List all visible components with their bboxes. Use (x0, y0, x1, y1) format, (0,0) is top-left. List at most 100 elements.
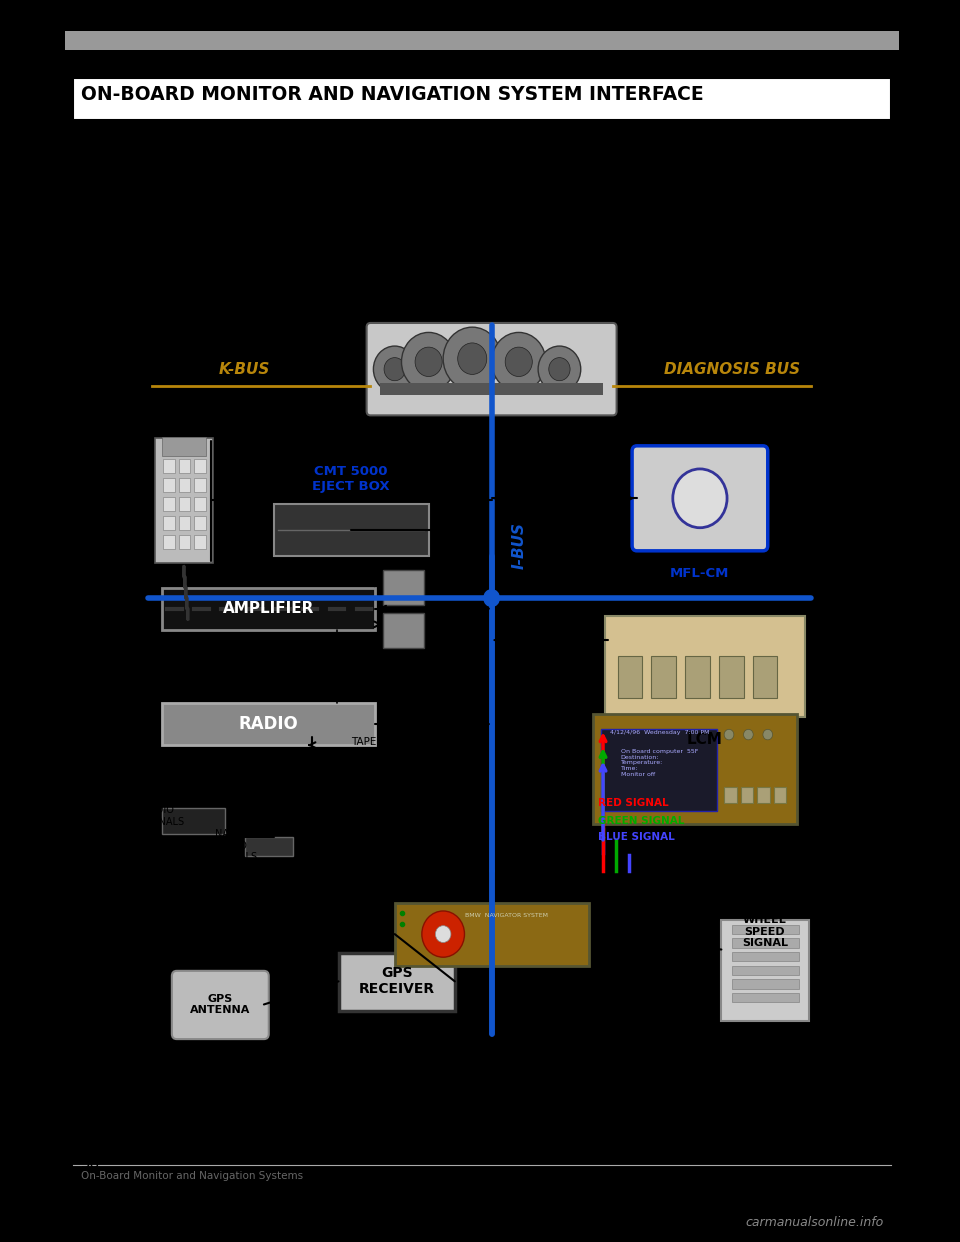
Bar (617, 656, 642, 698)
Text: I-BUS: I-BUS (512, 522, 526, 569)
Bar (724, 787, 736, 802)
Text: RADIO: RADIO (239, 715, 299, 733)
Bar (194, 460, 205, 473)
Circle shape (549, 358, 570, 381)
Bar (601, 729, 717, 811)
Circle shape (421, 910, 465, 958)
Text: The Mark II nav computer incorporates an electronic gyro compass which takes the: The Mark II nav computer incorporates an… (102, 281, 625, 312)
Text: TAPE PLAYER
AUDIO SIGNALS: TAPE PLAYER AUDIO SIGNALS (351, 737, 433, 759)
Bar (593, 714, 797, 823)
Text: The I-Bus is the main communication link.: The I-Bus is the main communication link… (102, 132, 365, 145)
Text: CD
PLAYER
AUDIO
SIGNALS: CD PLAYER AUDIO SIGNALS (143, 782, 185, 827)
FancyBboxPatch shape (383, 612, 423, 648)
Circle shape (415, 347, 443, 376)
FancyBboxPatch shape (383, 570, 423, 605)
Text: carmanualsonline.info: carmanualsonline.info (745, 1216, 883, 1228)
Text: NAVIGATION
AUDIO
SIGNALS: NAVIGATION AUDIO SIGNALS (215, 830, 276, 862)
Text: GREEN SIGNAL: GREEN SIGNAL (598, 816, 684, 826)
Text: AMPLIFIER: AMPLIFIER (223, 601, 315, 616)
Bar (179, 535, 190, 549)
Bar (732, 992, 799, 1002)
Circle shape (401, 333, 456, 391)
Bar (339, 953, 455, 1011)
Text: The Mark II nav computer communicates directly on the I-Bus (ARCNET not used).  : The Mark II nav computer communicates di… (102, 191, 646, 256)
Bar (179, 497, 190, 510)
Circle shape (384, 358, 405, 381)
Text: GPS
RECEIVER: GPS RECEIVER (359, 966, 435, 996)
Text: RED SIGNAL: RED SIGNAL (598, 799, 669, 809)
Circle shape (373, 347, 416, 392)
Bar (245, 837, 293, 857)
Text: •: • (86, 191, 95, 205)
Bar (163, 517, 175, 530)
Bar (732, 924, 799, 934)
Bar (757, 787, 770, 802)
Bar (719, 656, 744, 698)
Text: The video module of the Mark I system is not used with the Mark II system in the: The video module of the Mark I system is… (102, 155, 679, 185)
Circle shape (763, 729, 773, 740)
Bar (194, 478, 205, 492)
Bar (194, 517, 205, 530)
Bar (732, 951, 799, 961)
Text: ON-BOARD MONITOR AND NAVIGATION SYSTEM INTERFACE: ON-BOARD MONITOR AND NAVIGATION SYSTEM I… (81, 84, 704, 103)
FancyBboxPatch shape (156, 438, 212, 564)
Bar (380, 383, 603, 395)
Text: GPS
ANTENNA: GPS ANTENNA (190, 994, 251, 1015)
Text: WHEEL
SPEED
SIGNAL: WHEEL SPEED SIGNAL (742, 915, 788, 949)
Circle shape (492, 333, 546, 391)
Circle shape (744, 729, 754, 740)
Bar (732, 938, 799, 948)
Text: •: • (86, 281, 95, 294)
Circle shape (673, 469, 727, 528)
Bar (162, 703, 375, 745)
Text: On Board computer  55F
Destination:
Temperature:
Time:
Monitor off: On Board computer 55F Destination: Tempe… (620, 749, 698, 777)
Bar (162, 809, 226, 835)
Bar (194, 535, 205, 549)
Circle shape (458, 343, 487, 374)
Bar (774, 787, 786, 802)
Bar (732, 979, 799, 989)
Circle shape (444, 327, 501, 390)
Text: Mark II NAV
COMPUTER: Mark II NAV COMPUTER (603, 914, 721, 954)
Bar (395, 903, 588, 965)
Text: 58: 58 (81, 1156, 100, 1171)
Bar (162, 437, 205, 456)
Bar (179, 460, 190, 473)
Text: The Mark II nav computer receives two wheel speed sensor signals from the DSC sy: The Mark II nav computer receives two wh… (102, 250, 639, 279)
Text: •: • (86, 155, 95, 169)
Bar (163, 460, 175, 473)
Bar (179, 517, 190, 530)
Text: CMT 5000
EJECT BOX: CMT 5000 EJECT BOX (312, 465, 390, 493)
Bar (732, 965, 799, 975)
Bar (652, 656, 676, 698)
Circle shape (539, 347, 581, 392)
Text: •: • (86, 132, 95, 145)
Text: DIAGNOSIS BUS: DIAGNOSIS BUS (664, 361, 800, 376)
Circle shape (724, 729, 733, 740)
Text: K-BUS: K-BUS (219, 361, 270, 376)
Bar (163, 478, 175, 492)
Text: AUDIO SIGNALS
FOR AMPLIFICATION: AUDIO SIGNALS FOR AMPLIFICATION (285, 648, 388, 671)
Text: BMW  NAVIGATOR SYSTEM: BMW NAVIGATOR SYSTEM (465, 913, 547, 918)
Text: BLUE SIGNAL: BLUE SIGNAL (598, 832, 675, 842)
FancyBboxPatch shape (367, 323, 616, 415)
Circle shape (505, 347, 532, 376)
Bar (740, 787, 754, 802)
Text: On-Board Monitor and Navigation Systems: On-Board Monitor and Navigation Systems (81, 1171, 303, 1181)
Bar (194, 497, 205, 510)
Circle shape (436, 925, 451, 943)
Bar (163, 535, 175, 549)
FancyBboxPatch shape (605, 616, 804, 717)
FancyBboxPatch shape (721, 920, 809, 1021)
Bar (162, 587, 375, 630)
Bar (73, 78, 891, 120)
Text: MFL-CM: MFL-CM (670, 566, 730, 580)
Text: •: • (86, 250, 95, 263)
Bar (685, 656, 709, 698)
FancyBboxPatch shape (632, 446, 768, 551)
Bar (65, 31, 899, 50)
Bar (163, 497, 175, 510)
Bar (179, 478, 190, 492)
Circle shape (484, 590, 499, 606)
FancyBboxPatch shape (172, 971, 269, 1040)
